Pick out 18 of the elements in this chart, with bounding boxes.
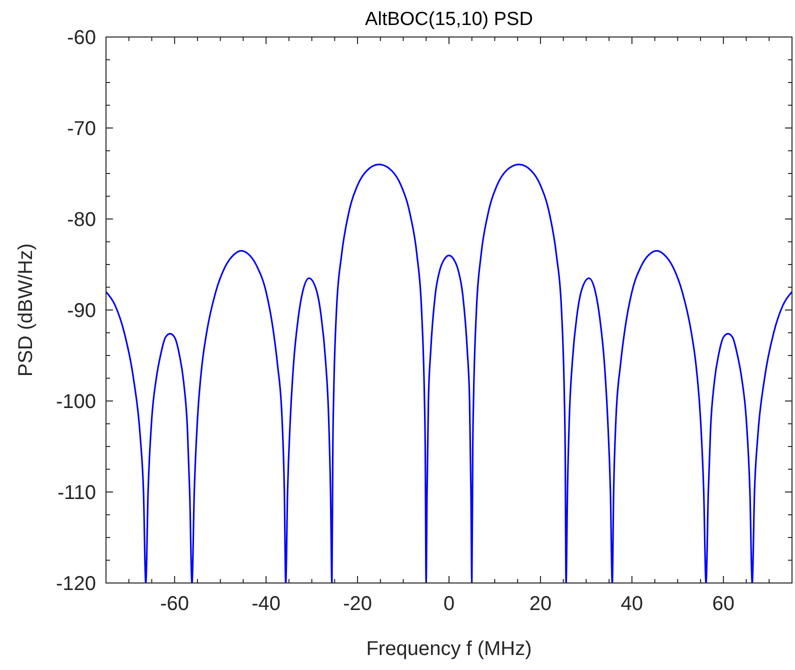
x-tick-label: 60 <box>712 593 735 615</box>
y-tick-label: -100 <box>56 391 96 413</box>
y-tick-label: -80 <box>67 209 96 231</box>
line-series <box>106 164 792 583</box>
y-tick-label: -70 <box>67 118 96 140</box>
x-axis-title: Frequency f (MHz) <box>366 638 532 660</box>
x-tick-label: 20 <box>529 593 552 615</box>
y-axis-title: PSD (dBW/Hz) <box>15 243 37 377</box>
x-tick-label: -20 <box>343 593 372 615</box>
y-tick-label: -60 <box>67 27 96 49</box>
x-tick-label: -40 <box>252 593 281 615</box>
x-tick-label: 40 <box>620 593 644 615</box>
x-tick-label: -60 <box>160 593 190 615</box>
chart-title: AltBOC(15,10) PSD <box>365 9 533 30</box>
y-tick-label: -90 <box>67 300 96 322</box>
y-tick-label: -110 <box>57 482 96 504</box>
x-tick-label: 0 <box>443 593 455 615</box>
y-tick-label: -120 <box>56 573 96 595</box>
